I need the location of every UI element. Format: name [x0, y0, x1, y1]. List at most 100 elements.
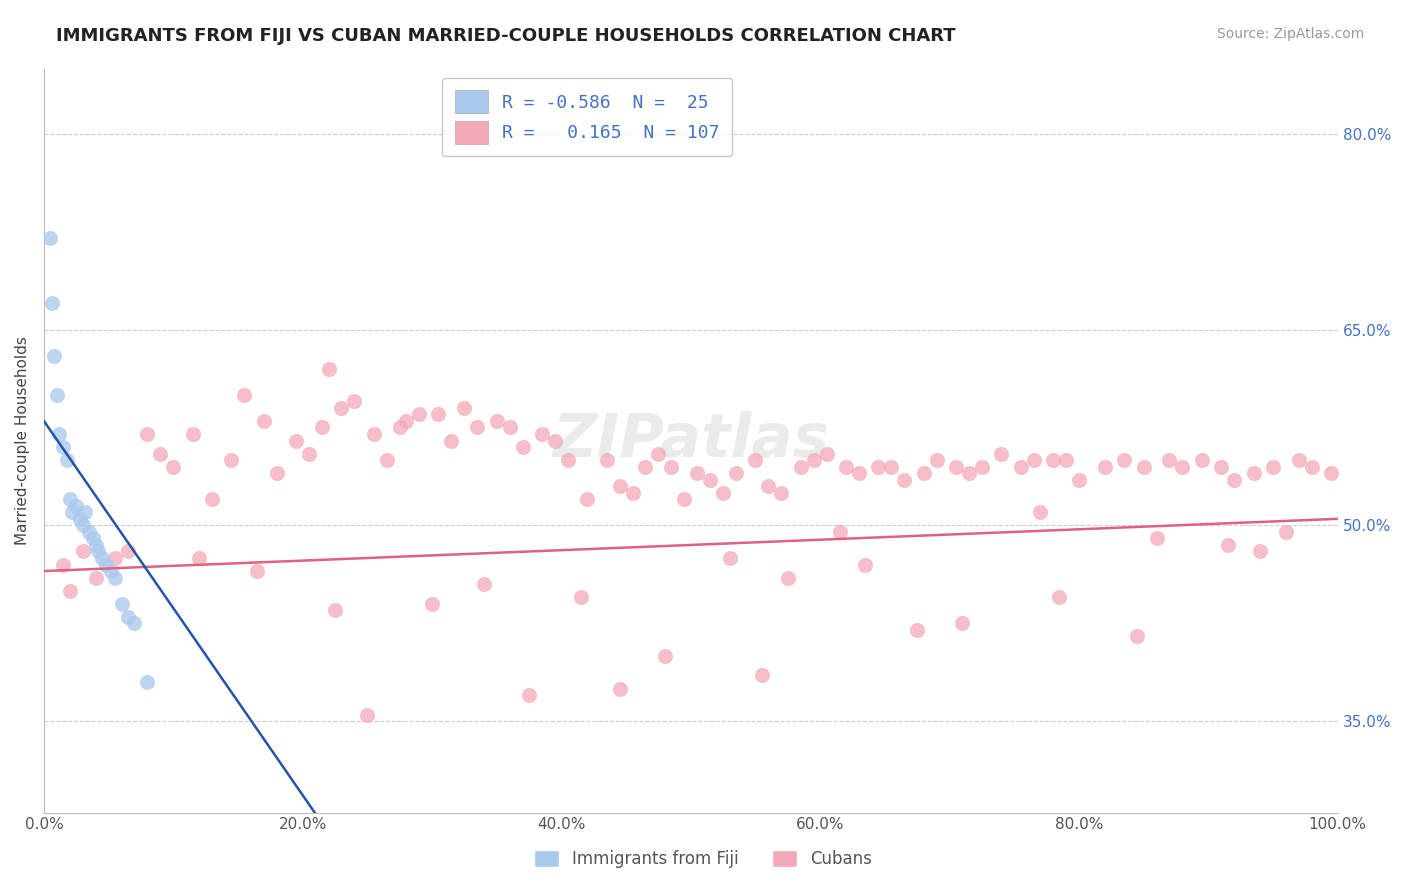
- Point: [868, 459, 890, 474]
- Point: [48, 427, 70, 442]
- Point: [1022, 453, 1045, 467]
- Point: [246, 564, 269, 578]
- Point: [673, 492, 696, 507]
- Point: [136, 427, 159, 442]
- Point: [104, 551, 127, 566]
- Point: [770, 485, 793, 500]
- Point: [356, 707, 378, 722]
- Point: [84, 571, 107, 585]
- Point: [557, 453, 579, 467]
- Point: [751, 668, 773, 682]
- Point: [880, 459, 903, 474]
- Text: ZIPatlas: ZIPatlas: [553, 411, 830, 470]
- Point: [1126, 629, 1149, 643]
- Point: [59, 583, 82, 598]
- Point: [408, 408, 430, 422]
- Point: [758, 479, 780, 493]
- Point: [318, 361, 340, 376]
- Point: [609, 681, 631, 696]
- Point: [453, 401, 475, 415]
- Point: [117, 544, 139, 558]
- Point: [828, 524, 851, 539]
- Point: [52, 558, 75, 572]
- Point: [699, 473, 721, 487]
- Point: [84, 538, 107, 552]
- Point: [634, 459, 657, 474]
- Point: [1223, 473, 1246, 487]
- Point: [659, 459, 682, 474]
- Point: [815, 447, 838, 461]
- Point: [1243, 466, 1265, 480]
- Point: [776, 571, 799, 585]
- Point: [465, 420, 488, 434]
- Point: [60, 505, 83, 519]
- Point: [957, 466, 980, 480]
- Point: [253, 414, 276, 428]
- Point: [1114, 453, 1136, 467]
- Point: [427, 408, 450, 422]
- Point: [298, 447, 321, 461]
- Text: IMMIGRANTS FROM FIJI VS CUBAN MARRIED-COUPLE HOUSEHOLDS CORRELATION CHART: IMMIGRANTS FROM FIJI VS CUBAN MARRIED-CO…: [56, 27, 956, 45]
- Point: [266, 466, 288, 480]
- Point: [803, 453, 825, 467]
- Point: [59, 492, 82, 507]
- Point: [925, 453, 948, 467]
- Point: [1216, 538, 1239, 552]
- Point: [75, 505, 97, 519]
- Point: [1211, 459, 1233, 474]
- Point: [744, 453, 766, 467]
- Point: [711, 485, 734, 500]
- Point: [855, 558, 877, 572]
- Point: [647, 447, 669, 461]
- Point: [1261, 459, 1284, 474]
- Point: [1249, 544, 1271, 558]
- Point: [512, 440, 534, 454]
- Point: [1171, 459, 1194, 474]
- Point: [363, 427, 385, 442]
- Point: [375, 453, 398, 467]
- Point: [472, 577, 495, 591]
- Point: [91, 551, 114, 566]
- Point: [1275, 524, 1298, 539]
- Point: [952, 616, 974, 631]
- Point: [39, 231, 62, 245]
- Point: [388, 420, 411, 434]
- Point: [72, 544, 94, 558]
- Point: [1132, 459, 1154, 474]
- Point: [1054, 453, 1077, 467]
- Point: [104, 571, 127, 585]
- Point: [595, 453, 617, 467]
- Point: [945, 459, 967, 474]
- Point: [1010, 459, 1032, 474]
- Point: [1029, 505, 1052, 519]
- Point: [72, 518, 94, 533]
- Point: [621, 485, 644, 500]
- Point: [905, 623, 928, 637]
- Point: [420, 597, 443, 611]
- Point: [100, 564, 122, 578]
- Legend: R = -0.586  N =  25, R =   0.165  N = 107: R = -0.586 N = 25, R = 0.165 N = 107: [443, 78, 733, 156]
- Point: [1042, 453, 1064, 467]
- Y-axis label: Married-couple Households: Married-couple Households: [15, 336, 30, 545]
- Point: [110, 597, 132, 611]
- Point: [162, 459, 184, 474]
- Point: [323, 603, 346, 617]
- Point: [201, 492, 224, 507]
- Point: [485, 414, 508, 428]
- Point: [576, 492, 599, 507]
- Point: [654, 648, 676, 663]
- Point: [970, 459, 993, 474]
- Point: [65, 499, 87, 513]
- Point: [912, 466, 935, 480]
- Point: [69, 512, 91, 526]
- Point: [181, 427, 204, 442]
- Point: [44, 349, 66, 363]
- Point: [233, 388, 256, 402]
- Point: [1301, 459, 1323, 474]
- Point: [45, 388, 67, 402]
- Point: [82, 532, 104, 546]
- Point: [124, 616, 146, 631]
- Point: [56, 453, 79, 467]
- Point: [221, 453, 243, 467]
- Point: [544, 434, 567, 448]
